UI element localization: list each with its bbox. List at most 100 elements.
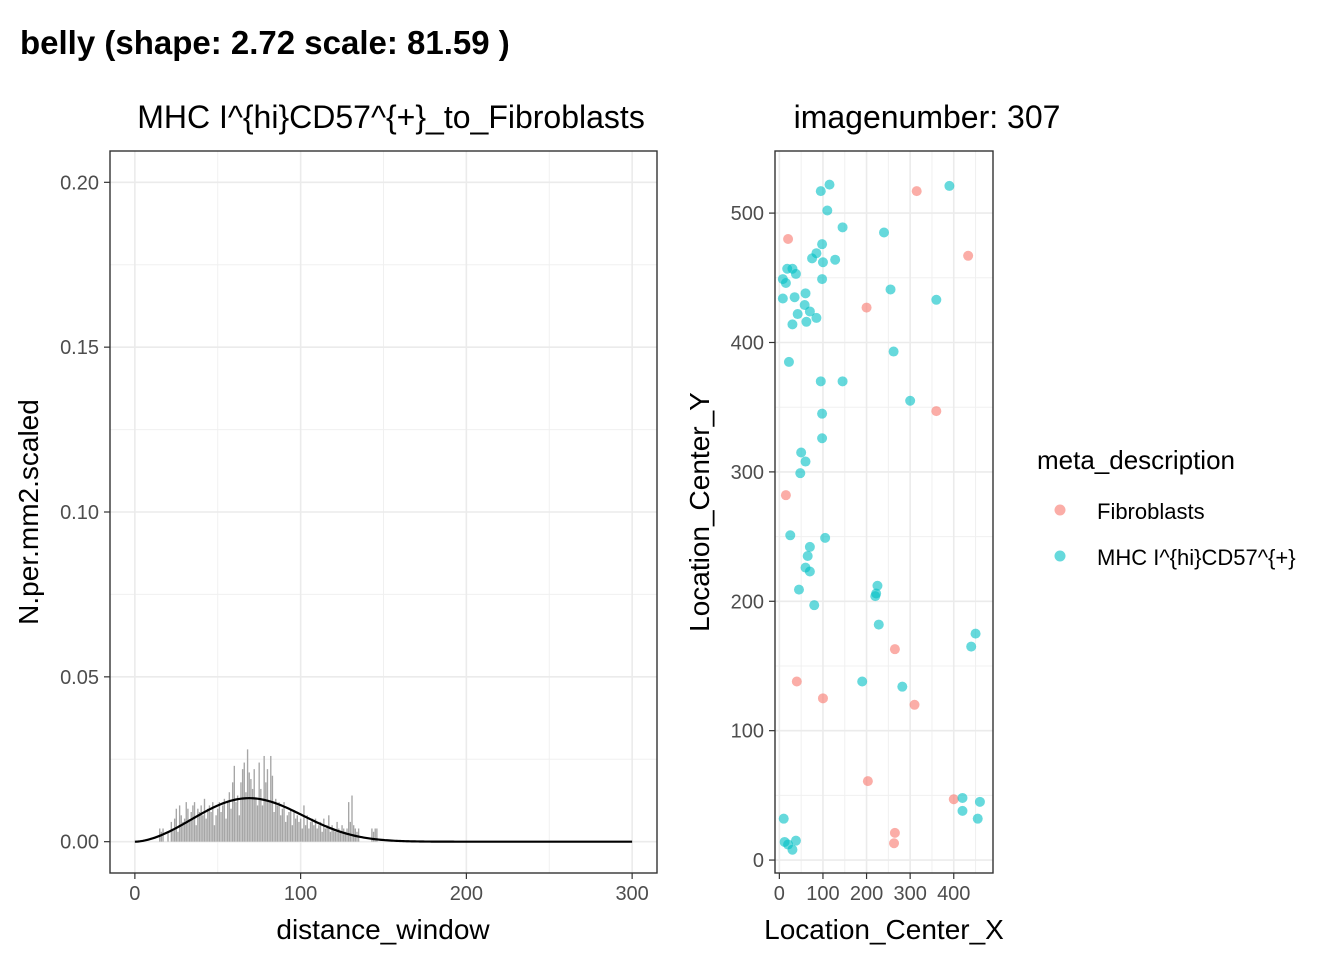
histogram-bar — [299, 818, 302, 842]
histogram-bar — [278, 802, 280, 842]
histogram-bar — [275, 798, 277, 842]
point-mhc — [822, 205, 833, 216]
y-tick-label: 500 — [731, 203, 764, 225]
histogram-bar — [222, 805, 224, 842]
point-mhc — [787, 319, 798, 330]
point-mhc — [796, 447, 807, 458]
point-mhc — [804, 566, 815, 577]
point-mhc — [778, 813, 789, 824]
histogram-bar — [182, 821, 184, 842]
histogram-bar — [351, 795, 353, 842]
histogram-bar — [321, 831, 323, 842]
x-tick-label: 100 — [806, 883, 839, 905]
histogram-bar — [338, 828, 340, 842]
legend-label-mhc: MHC I^{hi}CD57^{+} — [1097, 545, 1296, 570]
point-mhc — [872, 580, 883, 591]
histogram-bar — [178, 805, 181, 842]
histogram-bar — [376, 828, 378, 842]
histogram-bar — [344, 831, 347, 842]
point-mhc — [795, 468, 806, 479]
panel-border — [109, 150, 658, 874]
point-fibroblasts — [909, 699, 920, 710]
point-mhc — [807, 253, 818, 264]
histogram-bar — [304, 825, 307, 842]
histogram-bar — [265, 782, 267, 842]
point-mhc — [792, 309, 803, 320]
histogram-bar — [326, 825, 328, 842]
histogram-bar — [255, 798, 257, 842]
point-mhc — [820, 532, 831, 543]
point-mhc — [857, 676, 868, 687]
point-fibroblasts — [817, 693, 828, 704]
histogram-bar — [306, 815, 308, 842]
histogram-bar — [172, 828, 174, 842]
histogram-bar — [280, 815, 282, 842]
histogram-bar — [256, 805, 259, 842]
x-tick-label: 100 — [284, 883, 317, 905]
histogram-bar — [220, 812, 222, 842]
histogram-bar — [283, 802, 285, 842]
point-fibroblasts — [889, 827, 900, 838]
histogram-bar — [260, 788, 262, 842]
point-mhc — [790, 268, 801, 279]
left-panel-title: MHC I^{hi}CD57^{+}_to_Fibroblasts — [137, 99, 645, 135]
histogram-bar — [238, 815, 240, 842]
y-tick-label: 0.20 — [60, 172, 99, 194]
histogram-bar — [343, 828, 345, 842]
histogram-bar — [374, 828, 376, 842]
plot-background — [775, 151, 993, 873]
x-tick-label: 300 — [893, 883, 926, 905]
point-mhc — [802, 550, 813, 561]
point-mhc — [809, 600, 820, 611]
legend-key-mhc — [1054, 550, 1066, 562]
histogram-bar — [293, 812, 295, 842]
left-y-axis-label: N.per.mm2.scaled — [13, 399, 44, 625]
histogram-bar — [316, 828, 318, 842]
histogram-bar — [187, 808, 189, 842]
histogram-bar — [333, 828, 335, 842]
histogram-bar — [218, 802, 221, 842]
histogram-bar — [329, 831, 332, 842]
histogram-bar — [188, 821, 191, 842]
histogram-bar — [291, 825, 294, 842]
histogram-bar — [314, 818, 317, 842]
histogram-bar — [270, 755, 272, 842]
point-mhc — [815, 376, 826, 387]
point-fibroblasts — [889, 644, 900, 655]
histogram-bar — [200, 805, 202, 842]
histogram-bar — [173, 818, 176, 842]
histogram-bar — [319, 821, 322, 842]
point-mhc — [824, 179, 835, 190]
x-tick-label: 0 — [774, 883, 785, 905]
point-mhc — [790, 835, 801, 846]
point-mhc — [785, 530, 796, 541]
histogram-bar — [202, 815, 204, 842]
histogram-panel: 0 100 200 300 0.00 0.05 0.10 0.15 0.20 — [60, 150, 658, 905]
histogram-bar — [268, 802, 270, 842]
point-fibroblasts — [948, 794, 959, 805]
histogram-bar — [248, 772, 250, 842]
histogram-bar — [349, 821, 352, 842]
histogram-bar — [245, 792, 247, 842]
histogram-bar — [261, 805, 264, 842]
right-x-axis-label: Location_Center_X — [764, 914, 1004, 945]
point-mhc — [783, 356, 794, 367]
histogram-bar — [195, 825, 197, 842]
histogram-bar — [240, 782, 242, 842]
point-mhc — [789, 292, 800, 303]
histogram-bar — [180, 815, 182, 842]
histogram-bar — [203, 798, 206, 842]
y-tick-label: 0.00 — [60, 832, 99, 854]
y-tick-label: 100 — [731, 721, 764, 743]
y-tick-label: 400 — [731, 332, 764, 354]
histogram-bar — [289, 808, 292, 842]
point-fibroblasts — [791, 676, 802, 687]
y-tick-label: 300 — [731, 462, 764, 484]
panel-border — [774, 150, 994, 874]
point-mhc — [837, 376, 848, 387]
legend-label-fibroblasts: Fibroblasts — [1097, 499, 1205, 524]
histogram-bar — [348, 802, 350, 842]
histogram-bar — [303, 805, 305, 842]
histogram-bar — [357, 828, 360, 842]
histogram-bar — [225, 818, 227, 842]
